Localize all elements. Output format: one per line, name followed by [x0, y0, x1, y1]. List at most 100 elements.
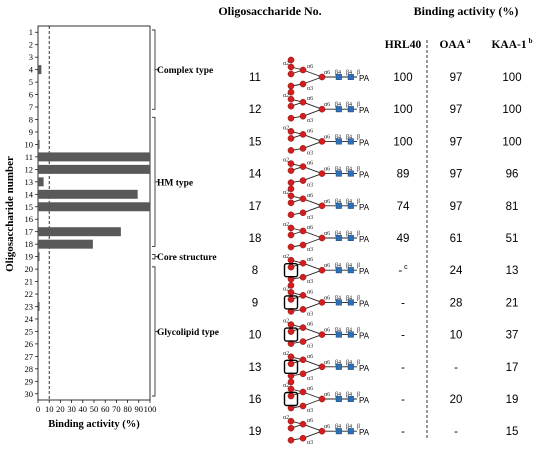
y-tick-label-22: 22 [25, 289, 34, 299]
link-label-a2-10: α2 [283, 383, 289, 389]
table-row-12: 12 α6 α3 α6 β4 β4 β α2 PA 100 97 100 [249, 88, 522, 124]
kaa1-value-14: 96 [506, 169, 519, 181]
link-label-b-9: β [357, 360, 360, 366]
bar-oligo-18 [38, 239, 93, 249]
mannose-node-10-6 [287, 378, 295, 386]
y-tick-label-24: 24 [25, 314, 34, 324]
link-label-a6-core-4: α6 [324, 199, 330, 205]
y-tick-label-12: 12 [25, 164, 34, 174]
mannose-node-0-4 [299, 80, 307, 88]
glcnac-node-2-11 [347, 428, 354, 435]
mannose-node-1-0 [287, 95, 295, 103]
y-tick-label-13: 13 [25, 177, 34, 187]
mannose-node-0-6 [287, 56, 295, 64]
oligo-no-10: 10 [249, 330, 262, 342]
link-label-b-1: β [357, 102, 360, 108]
link-label-b4-2-3: β4 [346, 167, 352, 173]
link-label-b-4: β [357, 199, 360, 205]
link-label-a6-upper-0: α6 [307, 64, 313, 70]
pa-label-2: PA [359, 138, 370, 147]
link-label-b-10: β [357, 392, 360, 398]
link-label-b4-2-0: β4 [346, 70, 352, 76]
link-label-b4-2-5: β4 [346, 231, 352, 237]
link-label-a6-upper-6: α6 [307, 257, 313, 263]
oaa-value-14: 97 [450, 169, 463, 181]
glycan-branch-upper-4 [302, 198, 323, 207]
x-tick-label-100: 100 [144, 404, 157, 414]
mannose-node-0-2 [287, 82, 295, 90]
link-label-a2-6: α2 [283, 254, 289, 260]
link-label-b-3: β [357, 167, 360, 173]
hrl40-value-16: - [401, 394, 405, 406]
mannose-node-0-0 [287, 63, 295, 71]
link-label-a6-core-1: α6 [324, 102, 330, 108]
highlight-box-6 [283, 263, 299, 278]
link-label-a6-core-11: α6 [324, 424, 330, 430]
kaa1-value-12: 100 [502, 104, 521, 116]
glycan-branch-lower-1 [302, 108, 323, 117]
mannose-node-8-4 [299, 338, 307, 345]
glcnac-node-2-4 [347, 202, 354, 209]
link-label-a2-8: α2 [283, 319, 289, 325]
link-label-b4-1-2: β4 [335, 134, 341, 140]
kaa1-value-8: 13 [506, 265, 519, 277]
table-row-17: 17 α6 α3 α6 β4 β4 β α2 PA 74 97 81 [249, 185, 519, 221]
glycan-branch-upper-7 [302, 294, 323, 303]
mannose-node-1-2 [287, 114, 295, 122]
oaa-value-9: 28 [450, 297, 463, 309]
link-label-a2-2: α2 [283, 125, 289, 131]
link-label-a3-lower-11: α3 [307, 440, 313, 446]
oaa-value-11: 97 [450, 72, 463, 84]
pa-label-0: PA [359, 74, 370, 83]
mannose-node-5-2 [287, 243, 295, 251]
glcnac-node-2-9 [347, 363, 354, 370]
mannose-node-2-4 [299, 145, 307, 152]
mannose-node-9-3 [299, 356, 307, 364]
mannose-node-1-6 [287, 88, 295, 96]
mannose-node-7-5 [318, 299, 326, 306]
glycan-branch-lower-11 [302, 430, 323, 439]
header-binding-activity: Binding activity (%) [414, 4, 519, 18]
mannose-node-4-1 [287, 199, 295, 207]
mannose-node-1-1 [287, 102, 295, 110]
glycan-branch-upper-2 [302, 133, 323, 142]
highlight-box-8 [283, 327, 299, 342]
glycan-branch-upper-1 [302, 101, 323, 110]
link-label-a6-core-10: α6 [324, 392, 330, 398]
mannose-node-7-6 [287, 282, 295, 289]
mannose-node-6-1 [287, 263, 295, 271]
glcnac-node-1-10 [335, 396, 342, 403]
glycan-branch-upper-6 [302, 262, 323, 271]
link-label-b4-2-9: β4 [346, 360, 352, 366]
link-label-a6-core-9: α6 [324, 360, 330, 366]
link-label-a3-lower-6: α3 [307, 279, 313, 285]
link-label-a6-upper-2: α6 [307, 128, 313, 134]
table-row-16: 16 α6 α3 α6 β4 β4 β α2 PA - 20 19 [249, 378, 518, 414]
link-label-b-5: β [357, 231, 360, 237]
mannose-node-8-3 [299, 324, 307, 331]
group-bracket-2 [152, 253, 156, 260]
group-label-0: Complex type [157, 66, 213, 76]
glcnac-node-1-4 [335, 202, 342, 209]
mannose-node-10-4 [299, 402, 307, 410]
kaa1-value-17: 81 [506, 201, 519, 213]
glycan-branch-lower-5 [302, 237, 323, 246]
link-label-b4-1-6: β4 [335, 263, 341, 269]
pa-label-1: PA [359, 106, 370, 115]
mannose-node-0-3 [299, 66, 307, 74]
link-label-a6-upper-1: α6 [307, 96, 313, 102]
mannose-node-11-3 [299, 420, 307, 428]
binding-table: Oligosaccharide No. Binding activity (%)… [218, 4, 532, 446]
mannose-node-1-3 [299, 98, 307, 106]
link-label-b4-2-7: β4 [346, 295, 352, 301]
hrl40-value-17: 74 [397, 201, 410, 213]
link-label-b4-2-2: β4 [346, 134, 352, 140]
glycan-branch-upper-8 [302, 327, 323, 336]
table-row-10: 10 α6 α3 α6 β4 β4 β α2 PA - 10 37 [249, 319, 519, 350]
glcnac-node-2-2 [347, 138, 354, 145]
link-label-a6-core-3: α6 [324, 167, 330, 173]
link-label-a3-lower-4: α3 [307, 215, 313, 221]
x-tick-label-20: 20 [56, 404, 65, 414]
link-label-a6-core-6: α6 [324, 263, 330, 269]
mannose-node-11-1 [287, 424, 295, 432]
